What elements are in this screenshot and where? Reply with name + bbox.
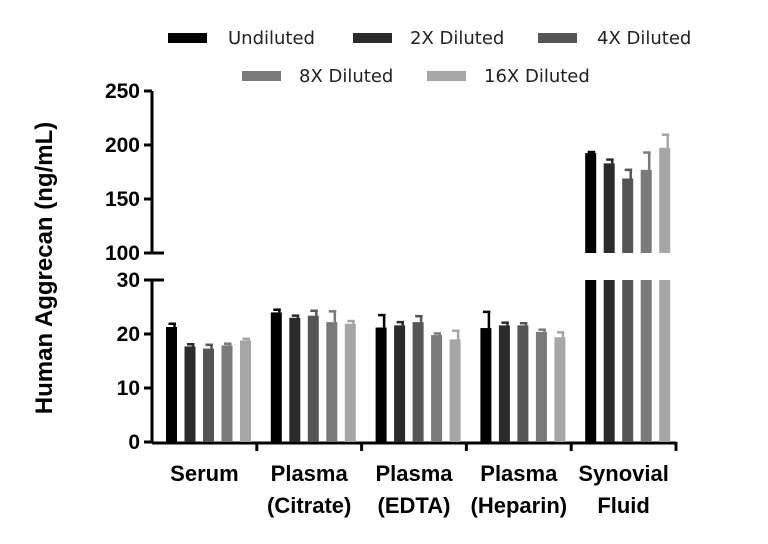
legend-swatch bbox=[427, 71, 466, 81]
legend-label: 2X Diluted bbox=[410, 28, 504, 49]
bar bbox=[585, 280, 597, 442]
legend-label: 8X Diluted bbox=[299, 66, 393, 87]
bar bbox=[517, 325, 529, 442]
bar bbox=[375, 327, 387, 442]
category-labels: Serum Plasma (Citrate) Plasma (EDTA) Plasma (H… bbox=[170, 461, 669, 518]
x-category-label: Plasma bbox=[480, 461, 558, 486]
bar bbox=[480, 328, 492, 442]
bar bbox=[203, 348, 214, 442]
y-tick-label: 150 bbox=[105, 188, 140, 211]
bar bbox=[221, 345, 233, 442]
bar bbox=[659, 280, 671, 442]
bar bbox=[640, 169, 652, 253]
x-category-label: Plasma bbox=[375, 461, 453, 486]
legend-label: Undiluted bbox=[228, 28, 315, 49]
bar bbox=[431, 335, 443, 442]
y-tick-label: 0 bbox=[128, 431, 140, 454]
bar bbox=[307, 315, 319, 442]
bar bbox=[603, 163, 615, 253]
legend-swatch bbox=[168, 33, 207, 43]
x-category-label: Fluid bbox=[597, 493, 650, 518]
bar bbox=[622, 280, 634, 442]
y-tick-label: 30 bbox=[117, 269, 140, 292]
bar bbox=[184, 346, 196, 442]
x-category-label: Serum bbox=[170, 461, 238, 486]
bar bbox=[412, 322, 424, 442]
bar bbox=[270, 312, 282, 442]
x-category-label: Plasma bbox=[271, 461, 349, 486]
y-axis: 0 10 20 30 100 150 200 250 bbox=[105, 80, 164, 454]
bar bbox=[240, 340, 251, 442]
bar bbox=[166, 326, 177, 442]
x-category-label: (Citrate) bbox=[267, 493, 351, 518]
y-tick-label: 10 bbox=[117, 377, 140, 400]
bar bbox=[622, 178, 634, 253]
legend-label: 4X Diluted bbox=[597, 28, 691, 49]
legend: Undiluted 2X Diluted 4X Diluted 8X Diluted 1… bbox=[168, 28, 691, 87]
x-axis bbox=[152, 441, 678, 451]
y-axis-title: Human Aggrecan (ng/mL) bbox=[31, 122, 58, 414]
x-category-label: (Heparin) bbox=[471, 493, 568, 518]
legend-swatch bbox=[242, 71, 281, 81]
bar bbox=[344, 323, 356, 442]
legend-label: 16X Diluted bbox=[484, 66, 590, 87]
bar bbox=[289, 317, 301, 442]
y-tick-label: 20 bbox=[117, 323, 140, 346]
bar bbox=[554, 337, 566, 442]
y-tick-label: 100 bbox=[105, 242, 140, 265]
bar bbox=[585, 153, 597, 253]
bar bbox=[449, 339, 461, 442]
bar bbox=[640, 280, 652, 442]
bar bbox=[535, 331, 547, 442]
x-category-label: (EDTA) bbox=[378, 493, 451, 518]
bars bbox=[166, 133, 671, 442]
y-tick-label: 200 bbox=[105, 134, 140, 157]
legend-swatch bbox=[353, 33, 392, 43]
bar bbox=[498, 325, 510, 442]
bar bbox=[659, 147, 671, 253]
legend-swatch bbox=[538, 33, 577, 43]
bar bbox=[326, 322, 338, 442]
y-tick-label: 250 bbox=[105, 80, 140, 103]
x-category-label: Synovial bbox=[578, 461, 668, 486]
bar bbox=[394, 325, 406, 442]
bar bbox=[603, 280, 615, 442]
